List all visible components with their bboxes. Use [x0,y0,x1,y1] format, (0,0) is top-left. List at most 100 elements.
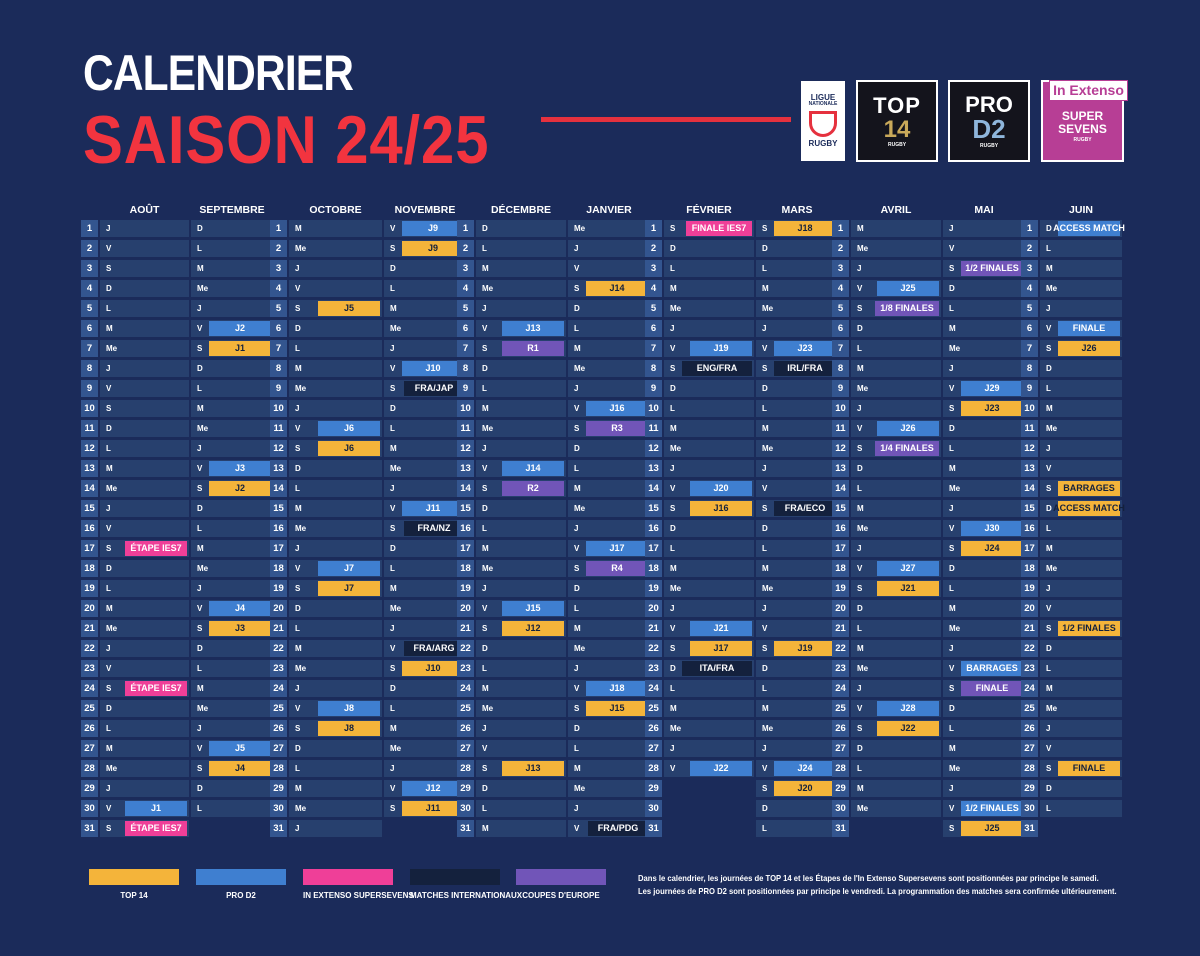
day-cell[interactable]: S J9 [384,240,466,257]
day-cell[interactable]: L [1040,520,1122,537]
day-cell[interactable]: Me [568,360,650,377]
day-cell[interactable]: J [1040,720,1122,737]
day-cell[interactable]: S FRA/NZ [384,520,466,537]
day-cell[interactable]: V J21 [664,620,754,637]
day-cell[interactable]: S R2 [476,480,566,497]
day-cell[interactable]: J [943,220,1025,237]
day-cell[interactable]: V J27 [851,560,941,577]
day-cell[interactable]: M [664,700,754,717]
day-cell[interactable]: M [664,420,754,437]
day-cell[interactable]: V 1/2 FINALES [943,800,1025,817]
day-cell[interactable]: L [664,680,754,697]
day-cell[interactable]: D [1040,780,1122,797]
day-cell[interactable]: V [943,240,1025,257]
event-badge[interactable]: J10 [402,661,464,676]
day-cell[interactable]: V J6 [289,420,382,437]
day-cell[interactable]: Me [100,760,189,777]
day-cell[interactable]: D [756,240,838,257]
day-cell[interactable]: Me [384,320,466,337]
day-cell[interactable]: S ÉTAPE IES7 [100,540,189,557]
day-cell[interactable]: J [568,240,650,257]
day-cell[interactable]: D [384,400,466,417]
day-cell[interactable]: M [851,220,941,237]
day-cell[interactable]: L [756,820,838,837]
day-cell[interactable]: M [756,560,838,577]
day-cell[interactable]: L [289,340,382,357]
day-cell[interactable]: L [100,720,189,737]
day-cell[interactable]: L [568,320,650,337]
event-badge[interactable]: J29 [961,381,1023,396]
day-cell[interactable]: M [289,360,382,377]
day-cell[interactable]: V [1040,460,1122,477]
day-cell[interactable]: S J20 [756,780,838,797]
day-cell[interactable]: D [851,320,941,337]
day-cell[interactable]: D [191,500,273,517]
day-cell[interactable]: J [476,720,566,737]
event-badge[interactable]: J10 [402,361,464,376]
day-cell[interactable]: J [568,660,650,677]
day-cell[interactable]: V J11 [384,500,466,517]
event-badge[interactable]: IRL/FRA [774,361,836,376]
day-cell[interactable]: Me [756,300,838,317]
event-badge[interactable]: FINALE [1058,321,1120,336]
event-badge[interactable]: FRA/ECO [774,501,836,516]
day-cell[interactable]: J [289,820,382,837]
event-badge[interactable]: ITA/FRA [682,661,752,676]
day-cell[interactable]: J [1040,300,1122,317]
event-badge[interactable]: J9 [402,221,464,236]
day-cell[interactable]: L [384,280,466,297]
day-cell[interactable]: J [384,620,466,637]
day-cell[interactable]: V [1040,740,1122,757]
day-cell[interactable]: S ÉTAPE IES7 [100,820,189,837]
day-cell[interactable]: Me [289,380,382,397]
event-badge[interactable]: J25 [961,821,1023,836]
day-cell[interactable]: J [851,260,941,277]
day-cell[interactable]: D [476,780,566,797]
day-cell[interactable]: L [568,460,650,477]
event-badge[interactable]: ÉTAPE IES7 [125,541,187,556]
day-cell[interactable]: J [851,540,941,557]
day-cell[interactable]: Me [1040,560,1122,577]
event-badge[interactable]: FRA/ARG [404,641,464,656]
day-cell[interactable]: J [1040,440,1122,457]
event-badge[interactable]: J23 [774,341,836,356]
day-cell[interactable]: S J21 [851,580,941,597]
day-cell[interactable]: S R4 [568,560,650,577]
day-cell[interactable]: Me [664,720,754,737]
event-badge[interactable]: FINALE IES7 [686,221,752,236]
day-cell[interactable]: M [568,480,650,497]
day-cell[interactable]: J [664,600,754,617]
day-cell[interactable]: Me [191,560,273,577]
day-cell[interactable]: S J16 [664,500,754,517]
day-cell[interactable]: M [384,720,466,737]
day-cell[interactable]: D [289,320,382,337]
day-cell[interactable]: S BARRAGES [1040,480,1122,497]
day-cell[interactable]: S [100,260,189,277]
event-badge[interactable]: J3 [209,621,271,636]
day-cell[interactable]: S FRA/JAP [384,380,466,397]
day-cell[interactable]: M [289,780,382,797]
day-cell[interactable]: V J30 [943,520,1025,537]
day-cell[interactable]: L [100,580,189,597]
event-badge[interactable]: J5 [318,301,380,316]
day-cell[interactable]: V FRA/PDG [568,820,650,837]
day-cell[interactable]: Me [476,700,566,717]
event-badge[interactable]: J2 [209,321,271,336]
event-badge[interactable]: J9 [402,241,464,256]
event-badge[interactable]: BARRAGES [1058,481,1120,496]
event-badge[interactable]: J19 [690,341,752,356]
day-cell[interactable]: S ÉTAPE IES7 [100,680,189,697]
event-badge[interactable]: J18 [586,681,648,696]
event-badge[interactable]: J26 [877,421,939,436]
day-cell[interactable]: D [943,700,1025,717]
day-cell[interactable]: S J8 [289,720,382,737]
day-cell[interactable]: M [191,540,273,557]
day-cell[interactable]: Me [756,440,838,457]
day-cell[interactable]: D [1040,640,1122,657]
day-cell[interactable]: S J5 [289,300,382,317]
day-cell[interactable]: Me [1040,280,1122,297]
day-cell[interactable]: J [100,220,189,237]
day-cell[interactable]: V J7 [289,560,382,577]
day-cell[interactable]: S J14 [568,280,650,297]
day-cell[interactable]: J [1040,580,1122,597]
